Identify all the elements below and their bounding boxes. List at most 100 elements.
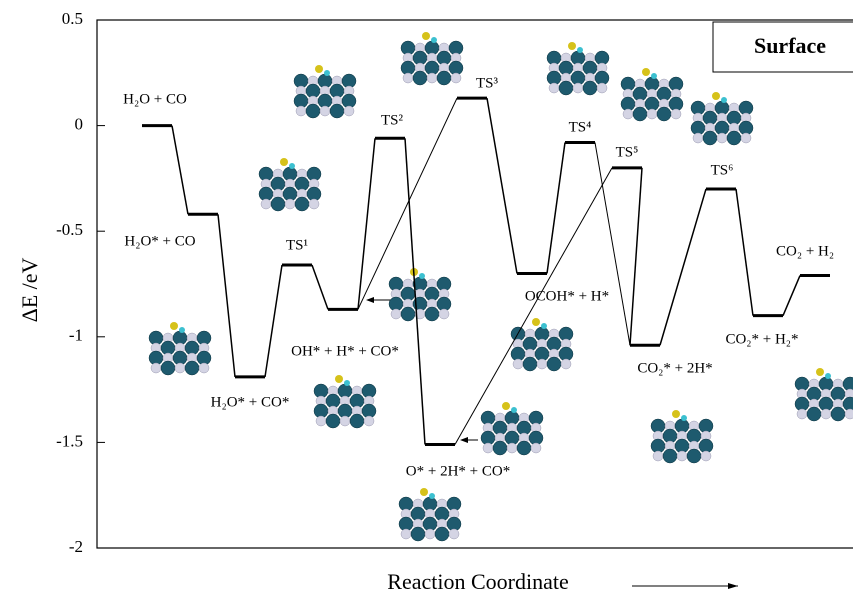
atom — [717, 133, 727, 143]
structure-icon — [621, 68, 683, 121]
atom — [401, 529, 411, 539]
atom — [831, 407, 845, 421]
connector — [172, 126, 188, 215]
atom — [437, 71, 451, 85]
level-label: TS⁶ — [711, 162, 734, 178]
pointer-arrows — [366, 297, 478, 443]
atom — [657, 107, 671, 121]
atom — [403, 73, 413, 83]
y-axis-label: ΔE /eV — [17, 257, 42, 322]
adsorbate — [511, 407, 517, 413]
atom — [843, 377, 853, 391]
legend-title: Surface — [754, 33, 826, 58]
adsorbate — [672, 410, 680, 418]
atom — [671, 109, 681, 119]
atom — [411, 527, 425, 541]
adsorbate — [420, 488, 428, 496]
atom — [271, 197, 285, 211]
atom — [483, 443, 493, 453]
atom — [296, 106, 306, 116]
atom — [330, 104, 344, 118]
y-tick-label: 0.5 — [62, 9, 83, 28]
atom — [316, 416, 326, 426]
atom — [531, 443, 541, 453]
adsorbate — [170, 322, 178, 330]
atom — [821, 409, 831, 419]
connector — [630, 168, 642, 345]
atom — [687, 449, 701, 463]
structure-icon — [795, 368, 853, 421]
atom — [573, 83, 583, 93]
level-label: TS¹ — [286, 237, 308, 253]
structure-icon — [691, 92, 753, 145]
adsorbate — [429, 493, 435, 499]
atom — [413, 71, 427, 85]
atom — [559, 81, 573, 95]
atom — [151, 363, 161, 373]
atom — [677, 451, 687, 461]
atom — [507, 443, 517, 453]
y-tick-label: -0.5 — [56, 220, 83, 239]
x-axis-label: Reaction Coordinate — [387, 569, 568, 594]
atom — [185, 361, 199, 375]
adsorbate — [651, 73, 657, 79]
connector — [218, 214, 235, 377]
adsorbate — [315, 65, 323, 73]
atom — [306, 104, 320, 118]
y-tick-label: -2 — [69, 537, 83, 556]
structure-icon — [511, 318, 573, 371]
atom — [161, 361, 175, 375]
adsorbate — [712, 92, 720, 100]
adsorbate — [431, 37, 437, 43]
structure-icon — [651, 410, 713, 463]
level-label: H₂O* + CO — [124, 233, 195, 249]
pointer-arrowhead — [460, 437, 468, 443]
adsorbate — [681, 415, 687, 421]
atom — [391, 309, 401, 319]
adsorbate — [568, 42, 576, 50]
connector — [312, 265, 328, 309]
level-label: CO₂* + 2H* — [637, 360, 712, 376]
level-label: O* + 2H* + CO* — [406, 463, 510, 479]
atom — [843, 397, 853, 411]
chart: ΔE /eV Reaction Coordinate Surface -2-1.… — [0, 0, 853, 598]
structure-icon — [294, 65, 356, 118]
level-label: OCOH* + H* — [525, 288, 609, 304]
level-label: CO₂* + H₂* — [725, 331, 798, 347]
atom — [199, 363, 209, 373]
atom — [309, 199, 319, 209]
atom — [425, 529, 435, 539]
atom — [344, 106, 354, 116]
structure-icon — [401, 32, 463, 85]
atom — [451, 73, 461, 83]
atom — [401, 307, 415, 321]
adsorbate — [816, 368, 824, 376]
connector — [595, 142, 630, 345]
adsorbate — [335, 375, 343, 383]
adsorbate — [642, 68, 650, 76]
connector — [783, 276, 800, 316]
connector — [265, 265, 282, 377]
adsorbate — [541, 323, 547, 329]
adsorbate — [324, 70, 330, 76]
atom — [703, 131, 717, 145]
structure-icon — [481, 402, 543, 455]
atom — [513, 359, 523, 369]
atom — [797, 409, 807, 419]
atom — [549, 83, 559, 93]
connector — [736, 189, 753, 316]
structure-icon — [547, 42, 609, 95]
adsorbate — [532, 318, 540, 326]
atom — [653, 451, 663, 461]
adsorbate — [825, 373, 831, 379]
level-label: CO₂ + H₂ — [776, 243, 834, 259]
adsorbate — [419, 273, 425, 279]
atom — [350, 414, 364, 428]
atom — [493, 441, 507, 455]
atom — [320, 106, 330, 116]
adsorbate — [502, 402, 510, 410]
atom — [547, 357, 561, 371]
atom — [537, 359, 547, 369]
structure-icon — [149, 322, 211, 375]
connector — [660, 189, 706, 345]
